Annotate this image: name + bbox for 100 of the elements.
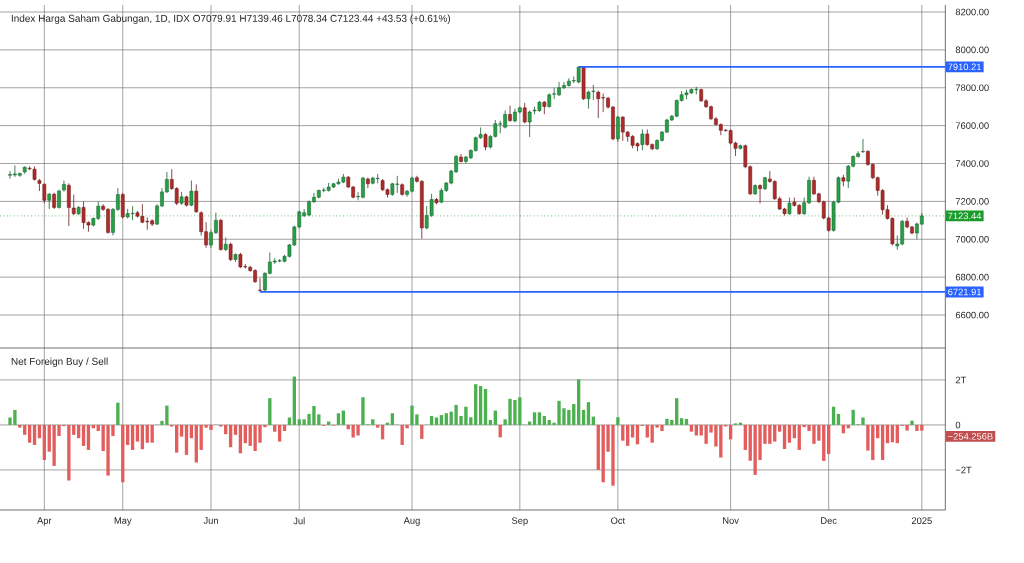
candlestick	[189, 180, 194, 207]
bar	[675, 398, 679, 425]
candlestick	[366, 177, 370, 189]
bar	[130, 424, 135, 450]
bar	[150, 424, 154, 443]
bar	[645, 424, 649, 438]
y-tick-label: −2T	[955, 466, 972, 474]
x-tick-label: Oct	[611, 517, 626, 524]
text: Net Foreign Buy / Sell	[11, 357, 108, 367]
bar	[915, 424, 919, 432]
bar	[630, 424, 635, 438]
y-tick-label: 8200.00	[955, 8, 989, 16]
y-tick-label: 2T	[955, 376, 967, 384]
bar	[116, 402, 120, 425]
candlestick	[640, 129, 645, 151]
candlestick	[194, 183, 199, 214]
bar	[18, 424, 22, 428]
candlestick	[375, 173, 380, 184]
bar	[429, 415, 434, 425]
bar	[616, 417, 620, 425]
bar	[27, 424, 32, 443]
candlestick	[27, 165, 32, 171]
bar	[679, 418, 684, 425]
y-tick-label: 7000.00	[955, 235, 989, 243]
bar	[787, 424, 792, 443]
bar	[596, 424, 600, 470]
bar	[233, 424, 238, 435]
bar	[86, 424, 91, 450]
candlestick	[758, 183, 762, 204]
bar	[175, 424, 179, 453]
bar	[42, 424, 46, 461]
ref-line-label: 6721.91	[948, 288, 981, 296]
bar	[23, 424, 27, 435]
y-tick-label: 6600.00	[955, 311, 989, 319]
candlestick	[616, 115, 620, 143]
candlestick	[596, 90, 601, 119]
y-tick-label: 7200.00	[955, 198, 989, 205]
bar	[689, 424, 694, 432]
bar	[905, 424, 909, 431]
bar	[621, 424, 625, 441]
bar	[532, 412, 537, 425]
bar	[268, 398, 272, 425]
bar	[390, 413, 395, 425]
y-tick-label: 7400.00	[955, 160, 989, 167]
x-tick-label: Dec	[821, 517, 837, 524]
bar	[537, 412, 542, 425]
candlestick	[508, 105, 512, 123]
bar	[439, 415, 444, 425]
y-tick-label: 0	[955, 421, 961, 429]
candlestick	[42, 182, 47, 204]
candlestick	[861, 138, 865, 154]
bar	[277, 424, 282, 442]
bar	[336, 413, 341, 425]
bar	[576, 379, 581, 425]
bar	[626, 424, 630, 446]
x-tick-label: May	[114, 517, 132, 526]
bar	[474, 384, 478, 425]
ref-line-label: 7123.44	[948, 212, 982, 220]
bar	[777, 424, 782, 432]
bar	[684, 418, 689, 425]
x-tick-label: Nov	[723, 517, 739, 524]
x-tick-label: 2025	[911, 517, 932, 524]
bar	[81, 424, 86, 446]
candlestick	[228, 242, 233, 262]
bar	[184, 424, 189, 455]
y-tick-label: 7600.00	[955, 122, 989, 129]
bar	[194, 424, 198, 463]
bar	[282, 424, 287, 432]
bar	[126, 424, 130, 445]
candlestick	[120, 192, 125, 219]
x-tick-label: Jul	[293, 517, 305, 525]
y-tick-label: 7800.00	[955, 84, 989, 92]
x-tick-label: Apr	[37, 517, 52, 526]
bar	[179, 424, 184, 437]
x-tick-label: Aug	[403, 517, 420, 526]
bar	[827, 424, 831, 454]
bar	[444, 413, 448, 425]
x-tick-label: Sep	[511, 517, 528, 526]
text: Index Harga Saham Gabungan, 1D, IDX O7079.91 H7139.46 L7078.34 C7123.44 +43.53 (+0.61%)	[11, 14, 451, 24]
bar	[135, 424, 140, 442]
bar	[145, 424, 149, 443]
bar	[273, 424, 277, 432]
bar	[694, 424, 698, 436]
y-tick-label: 8000.00	[955, 46, 989, 54]
bar	[743, 424, 747, 450]
annotation: −254.256B	[948, 433, 993, 440]
bar	[420, 424, 424, 439]
bar	[586, 402, 591, 425]
bar	[581, 409, 586, 425]
bar	[121, 424, 125, 483]
bar	[542, 415, 547, 425]
bar	[483, 388, 488, 425]
x-tick-label: Jun	[203, 517, 218, 524]
bar	[478, 386, 483, 425]
bar	[782, 424, 787, 450]
candlestick	[258, 277, 262, 293]
bar	[665, 418, 669, 425]
ref-line-label: 7910.21	[948, 63, 981, 71]
bar	[376, 424, 380, 428]
bar	[880, 424, 885, 461]
